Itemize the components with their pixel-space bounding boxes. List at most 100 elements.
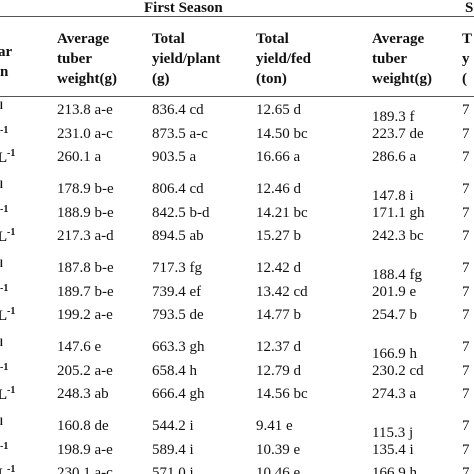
cell: 201.9 e (372, 283, 417, 300)
cell: 16.66 a (256, 149, 301, 165)
cell: 14.77 b (256, 307, 301, 323)
rule (0, 96, 474, 97)
cell: 188.9 b-e (57, 204, 114, 221)
column-header: T (462, 31, 473, 47)
cell: 842.5 b-d (152, 204, 210, 221)
column-header: tuber (57, 51, 92, 67)
row-label-sup: -1 (0, 124, 9, 136)
cell: 147.6 e (57, 339, 102, 355)
cell: 213.8 a-e (57, 102, 113, 118)
column-header: (ton) (256, 71, 287, 87)
rule (0, 16, 474, 17)
cell: 14.50 bc (256, 125, 308, 142)
row-label-sup: -1 (0, 282, 9, 294)
row-label: l (0, 257, 3, 277)
cell: 7 (462, 181, 470, 197)
cell: 544.2 i (152, 418, 194, 434)
cell: 199.2 a-e (57, 307, 113, 323)
cell: 7 (462, 465, 470, 474)
row-label: L-1 (0, 383, 15, 403)
cell: 717.3 fg (152, 260, 202, 276)
cell: 13.42 cd (256, 283, 308, 300)
row-label-base: L (0, 150, 8, 166)
column-header: weight(g) (57, 71, 117, 87)
cell: 873.5 a-c (152, 125, 208, 142)
cell: 658.4 h (152, 362, 197, 379)
row-label: -1 (0, 202, 8, 222)
cell: 254.7 b (372, 307, 417, 323)
row-label-sup: -1 (7, 148, 16, 159)
row-label: L-1 (0, 225, 15, 245)
column-header: ( (462, 71, 467, 87)
row-label-base: L (0, 229, 8, 245)
stub-header: n (0, 64, 9, 80)
season-title: S (465, 0, 474, 16)
cell: 10.39 e (256, 441, 301, 458)
column-header: yield/fed (256, 51, 311, 67)
cell: 189.7 b-e (57, 283, 114, 300)
column-header: (g) (152, 71, 170, 87)
row-label-sup: -1 (7, 464, 16, 474)
row-label-sup: l (0, 259, 3, 270)
row-label-sup: l (0, 417, 3, 428)
row-label-sup: l (0, 101, 3, 112)
cell: 178.9 b-e (57, 181, 114, 197)
column-header: Total (256, 31, 289, 47)
cell: 806.4 cd (152, 181, 204, 197)
cell: 7 (462, 260, 470, 276)
row-label-base: L (0, 466, 8, 474)
cell: 286.6 a (372, 149, 417, 165)
cell: 260.1 a (57, 149, 102, 165)
cell: 7 (462, 339, 470, 355)
row-label: -1 (0, 439, 8, 459)
cell: 217.3 a-d (57, 228, 114, 244)
cell: 189.3 f (372, 109, 415, 125)
row-label: l (0, 336, 3, 356)
row-label: l (0, 178, 3, 198)
cell: 836.4 cd (152, 102, 204, 118)
column-header: tuber (372, 51, 407, 67)
row-label-sup: -1 (7, 385, 16, 396)
row-label-sup: -1 (0, 361, 9, 373)
season-title: First Season (144, 0, 223, 16)
row-label-sup: -1 (7, 306, 16, 317)
row-label: L-1 (0, 304, 15, 324)
row-label-sup: -1 (0, 203, 9, 215)
cell: 230.2 cd (372, 362, 424, 379)
column-header: Average (372, 31, 425, 47)
cell: 242.3 bc (372, 228, 424, 244)
column-header: yield/plant (152, 51, 221, 67)
column-header: Average (57, 31, 110, 47)
cell: 160.8 de (57, 418, 109, 434)
cell: 15.27 b (256, 228, 301, 244)
cell: 135.4 i (372, 441, 414, 458)
cell: 223.7 de (372, 125, 424, 142)
cell: 9.41 e (256, 418, 293, 434)
row-label-sup: -1 (7, 227, 16, 238)
cell: 12.79 d (256, 362, 301, 379)
cell: 7 (462, 418, 470, 434)
column-header: Total (152, 31, 185, 47)
cell: 7 (462, 362, 470, 379)
cell: 230.1 a-c (57, 465, 113, 474)
cell: 115.3 j (372, 425, 414, 441)
cell: 231.0 a-c (57, 125, 113, 142)
cell: 739.4 ef (152, 283, 202, 300)
cell: 666.4 gh (152, 386, 205, 402)
cell: 147.8 i (372, 188, 414, 204)
row-label: l (0, 99, 3, 119)
cell: 894.5 ab (152, 228, 204, 244)
cell: 7 (462, 441, 470, 458)
cell: 7 (462, 228, 470, 244)
cell: 12.46 d (256, 181, 301, 197)
row-label-sup: -1 (0, 440, 9, 452)
cell: 7 (462, 125, 470, 142)
row-label: L-1 (0, 146, 15, 166)
cell: 7 (462, 149, 470, 165)
cell: 171.1 gh (372, 204, 425, 221)
cell: 248.3 ab (57, 386, 109, 402)
cell: 198.9 a-e (57, 441, 113, 458)
row-label: l (0, 415, 3, 435)
cell: 12.42 d (256, 260, 301, 276)
column-header: y (462, 51, 470, 67)
